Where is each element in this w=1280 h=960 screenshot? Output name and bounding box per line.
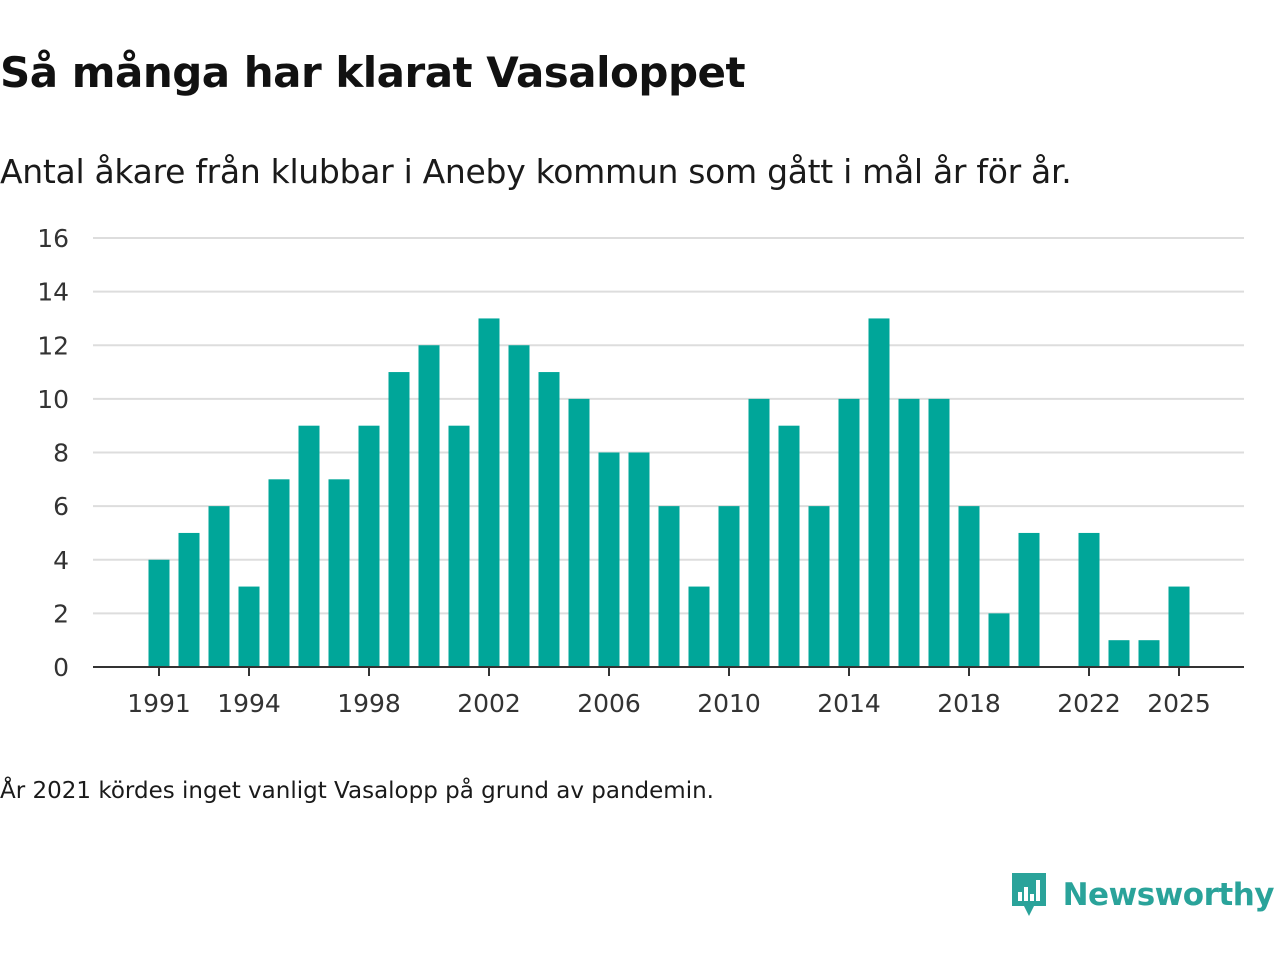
y-tick-label: 6 (53, 492, 69, 521)
bar-2000[interactable] (418, 345, 440, 667)
bar-2008[interactable] (658, 506, 680, 667)
bar-chart: 0 2 4 6 8 10 12 14 16 1991 1994 1998 2002 2006 2010 20… (37, 224, 1244, 718)
y-tick-label: 0 (53, 653, 69, 682)
newsworthy-logo[interactable]: Newsworthy (1009, 870, 1275, 920)
y-tick-label: 10 (37, 385, 69, 414)
bar-2004[interactable] (538, 372, 560, 667)
x-tick-label: 2018 (937, 689, 1001, 718)
footnote: År 2021 kördes inget vanligt Vasalopp på… (0, 778, 714, 804)
y-axis-ticks: 0 2 4 6 8 10 12 14 16 (37, 224, 69, 682)
x-tick-label: 2014 (817, 689, 881, 718)
bar-2020[interactable] (1018, 532, 1040, 667)
bar-2011[interactable] (748, 398, 770, 667)
bar-1997[interactable] (328, 479, 350, 667)
bars (148, 318, 1190, 668)
bar-1993[interactable] (208, 506, 230, 667)
x-tick-label: 1991 (127, 689, 191, 718)
x-tick-label: 2002 (457, 689, 521, 718)
bar-2001[interactable] (448, 425, 470, 667)
bar-2009[interactable] (688, 586, 710, 667)
bar-2018[interactable] (958, 506, 980, 667)
y-tick-label: 4 (53, 546, 69, 575)
bar-2002[interactable] (478, 318, 500, 667)
bar-2007[interactable] (628, 452, 650, 668)
y-tick-label: 12 (37, 331, 69, 360)
bar-2012[interactable] (778, 425, 800, 667)
y-tick-label: 14 (37, 278, 69, 307)
bar-2014[interactable] (838, 398, 860, 667)
brand-name: Newsworthy (1062, 877, 1275, 913)
bar-2023[interactable] (1108, 640, 1130, 667)
bar-1991[interactable] (148, 559, 170, 667)
x-tick-label: 1998 (337, 689, 401, 718)
bar-2019[interactable] (988, 613, 1010, 667)
bar-2010[interactable] (718, 506, 740, 667)
x-tick-label: 2006 (577, 689, 641, 718)
chart-title: Så många har klarat Vasaloppet (0, 48, 746, 97)
bar-1998[interactable] (358, 425, 380, 667)
bar-2003[interactable] (508, 345, 530, 667)
y-tick-label: 16 (37, 224, 69, 253)
bar-2025[interactable] (1168, 586, 1190, 667)
bar-2005[interactable] (568, 398, 590, 667)
y-tick-label: 2 (53, 599, 69, 628)
bar-2022[interactable] (1078, 532, 1100, 667)
y-tick-label: 8 (53, 439, 69, 468)
x-axis-ticks: 1991 1994 1998 2002 2006 2010 2014 2018 2022 2025 (127, 667, 1211, 718)
bar-2017[interactable] (928, 398, 950, 667)
x-tick-label: 2022 (1057, 689, 1121, 718)
bar-2006[interactable] (598, 452, 620, 668)
bar-1994[interactable] (238, 586, 260, 667)
x-tick-label: 2010 (697, 689, 761, 718)
bar-1995[interactable] (268, 479, 290, 667)
bar-1996[interactable] (298, 425, 320, 667)
bar-1992[interactable] (178, 532, 200, 667)
bar-2015[interactable] (868, 318, 890, 667)
bar-2016[interactable] (898, 398, 920, 667)
chart-subtitle: Antal åkare från klubbar i Aneby kommun … (0, 152, 1072, 191)
newsworthy-logo-icon (1011, 873, 1046, 916)
bar-1999[interactable] (388, 372, 410, 667)
bar-2013[interactable] (808, 506, 830, 667)
x-tick-label: 2025 (1147, 689, 1211, 718)
bar-2024[interactable] (1138, 640, 1160, 667)
x-tick-label: 1994 (217, 689, 281, 718)
